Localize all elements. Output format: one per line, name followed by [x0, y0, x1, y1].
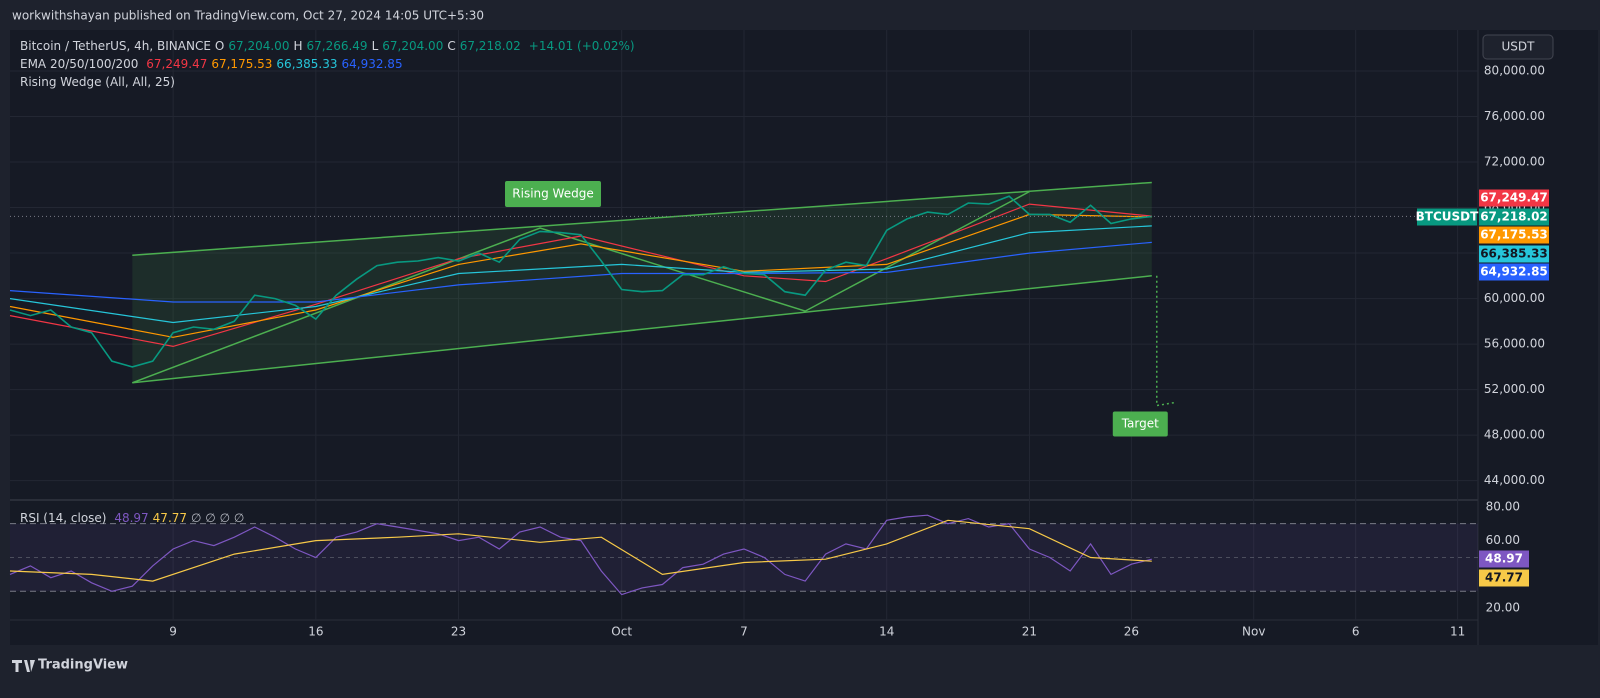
rsi-band	[10, 523, 1478, 592]
ema-badge: 67,249.47	[1480, 191, 1548, 205]
ohlc-key: C	[447, 39, 456, 53]
ohlc-item: C 67,218.02	[447, 39, 524, 53]
ema-badge: 64,932.85	[1480, 265, 1548, 279]
ema-line	[9, 203, 1152, 348]
ema-badge: 67,175.53	[1480, 228, 1548, 242]
y-tick-label: 80,000.00	[1484, 63, 1545, 77]
wedge-upper	[132, 181, 1152, 257]
rsi-legend: RSI (14, close) 48.97 47.77 ∅ ∅ ∅ ∅	[20, 511, 248, 525]
ema-line	[9, 225, 1152, 324]
change: +14.01 (+0.02%)	[528, 39, 635, 53]
symbol-legend: Bitcoin / TetherUS, 4h, BINANCE O 67,204.0…	[20, 39, 639, 53]
ema-badge-box	[1479, 226, 1549, 244]
y-tick-label: 52,000.00	[1484, 382, 1545, 396]
x-tick-label: Nov	[1242, 625, 1265, 639]
y-tick-label: 56,000.00	[1484, 337, 1545, 351]
ohlc-item: H 67,266.49	[293, 39, 371, 53]
ohlc-key: H	[293, 39, 303, 53]
target-text: Target	[1121, 417, 1159, 431]
price-badge-box	[1479, 208, 1549, 226]
ema-line	[9, 213, 1152, 338]
x-tick-label: 14	[879, 625, 894, 639]
rsi-title: RSI (14, close)	[20, 511, 107, 525]
rsi-line	[9, 519, 1152, 582]
x-tick-label: 7	[740, 625, 748, 639]
brand: TradingView	[38, 658, 128, 673]
ohlc-value: 67,204.00	[382, 39, 444, 53]
y-tick-label: 20.00	[1486, 601, 1520, 615]
published-line: workwithshayan published on TradingView.…	[12, 9, 484, 23]
brand-logo	[12, 660, 35, 672]
wedge-label: Rising Wedge	[505, 181, 601, 207]
ohlc: O 67,204.00 H 67,266.49 L 67,204.00 C 67,218.02	[215, 39, 525, 53]
rsi-extra: ∅ ∅ ∅ ∅	[191, 511, 245, 525]
y-tick-label: 76,000.00	[1484, 109, 1545, 123]
pattern-legend: Rising Wedge (All, All, 25)	[20, 75, 179, 89]
y-tick-label: 60.00	[1486, 533, 1520, 547]
ema-badge-box	[1479, 189, 1549, 207]
chart-panel	[10, 30, 1598, 645]
ema-badge-box	[1479, 245, 1549, 263]
x-tick-label: 9	[169, 625, 177, 639]
x-tick-label: 26	[1124, 625, 1139, 639]
x-tick-label: 6	[1352, 625, 1360, 639]
target-box	[1112, 411, 1168, 437]
ohlc-item: L 67,204.00	[372, 39, 448, 53]
price-line	[9, 195, 1152, 368]
y-tick-label: 60,000.00	[1484, 291, 1545, 305]
currency: USDT	[1502, 40, 1536, 54]
price-badge: 67,218.02	[1480, 210, 1548, 224]
target-arrow	[1156, 275, 1175, 407]
rsi-badge: 47.77	[1485, 571, 1523, 585]
x-tick-label: 23	[451, 625, 466, 639]
rsi-value: 48.97	[114, 511, 149, 525]
ema-badge: 66,385.33	[1480, 247, 1548, 261]
y-tick-label: 80.00	[1486, 499, 1520, 513]
wedge-fill	[132, 182, 1152, 383]
ohlc-value: 67,218.02	[459, 39, 521, 53]
ohlc-value: 67,204.00	[228, 39, 290, 53]
ohlc-item: O 67,204.00	[215, 39, 294, 53]
x-tick-label: 11	[1450, 625, 1465, 639]
ohlc-value: 67,266.49	[306, 39, 368, 53]
wedge-label-text: Rising Wedge	[512, 187, 593, 201]
ema-badge-box	[1479, 263, 1549, 281]
rsi-value: 47.77	[152, 511, 188, 525]
wedge-label-box	[505, 181, 601, 207]
currency-box	[1482, 34, 1554, 60]
ohlc-key: O	[214, 39, 225, 53]
x-tick-label: 16	[308, 625, 323, 639]
rsi-badge-box	[1479, 569, 1529, 587]
x-tick-label: Oct	[611, 625, 632, 639]
rsi-badge-box	[1479, 550, 1529, 568]
ema-title: EMA 20/50/100/200	[20, 57, 139, 71]
symbol-badge: BTCUSDT	[1416, 210, 1479, 224]
wedge-lower	[132, 275, 1152, 384]
ema-value: 67,175.53	[211, 57, 273, 71]
ohlc-key: L	[371, 39, 379, 53]
y-tick-label: 48,000.00	[1484, 428, 1545, 442]
ema-value: 64,932.85	[341, 57, 403, 71]
symbol: Bitcoin / TetherUS, 4h, BINANCE	[20, 39, 211, 53]
ema-line	[9, 241, 1152, 303]
wedge-zigzag	[132, 190, 1030, 384]
symbol-badge-box	[1417, 208, 1477, 226]
ema-value: 66,385.33	[276, 57, 338, 71]
rsi-badge: 48.97	[1485, 552, 1523, 566]
y-tick-label: 44,000.00	[1484, 473, 1545, 487]
x-tick-label: 21	[1022, 625, 1037, 639]
pattern-title: Rising Wedge (All, All, 25)	[20, 75, 175, 89]
y-tick-label: 72,000.00	[1484, 155, 1545, 169]
ema-legend: EMA 20/50/100/200 67,249.47 67,175.53 66,3…	[20, 57, 407, 71]
rsi-line	[9, 514, 1152, 596]
ema-value: 67,249.47	[146, 57, 208, 71]
